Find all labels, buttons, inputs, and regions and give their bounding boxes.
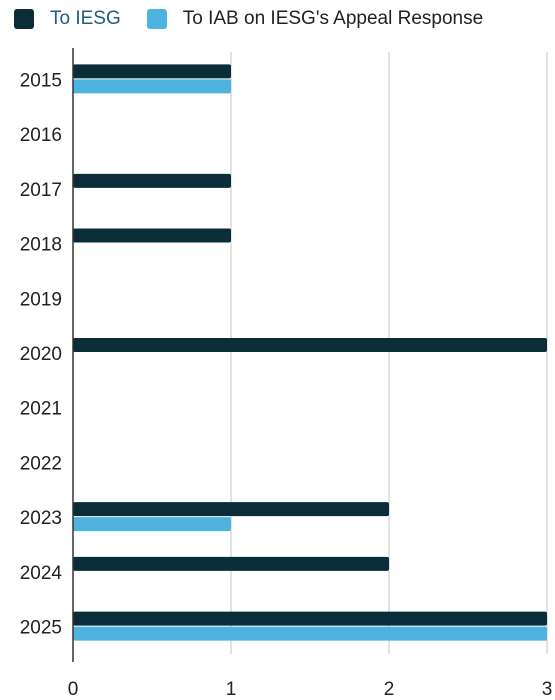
bar-to-iab-2015 [73, 79, 231, 94]
y-tick-label-2024: 2024 [20, 563, 63, 584]
bar-to-iesg-2020 [73, 338, 547, 352]
bar-to-iab-2023 [73, 517, 231, 532]
legend-swatch-to-iab [146, 9, 167, 29]
x-tick-label-1: 1 [226, 679, 237, 700]
y-tick-label-2021: 2021 [20, 399, 62, 420]
y-tick-label-2020: 2020 [20, 344, 62, 365]
x-tick-label-2: 2 [384, 679, 395, 700]
x-tick-label-3: 3 [542, 679, 553, 700]
y-tick-label-2016: 2016 [20, 125, 62, 146]
legend: To IESG To IAB on IESG's Appeal Response [14, 6, 509, 32]
legend-label-to-iab: To IAB on IESG's Appeal Response [182, 8, 484, 29]
bar-to-iesg-2015 [73, 64, 231, 79]
y-tick-label-2018: 2018 [20, 235, 62, 256]
legend-item-to-iab[interactable]: To IAB on IESG's Appeal Response [146, 8, 484, 30]
y-tick-label-2017: 2017 [20, 180, 62, 201]
bar-to-iesg-2018 [73, 228, 231, 243]
y-tick-label-2019: 2019 [20, 289, 62, 310]
bar-to-iesg-2024 [73, 556, 389, 571]
y-tick-label-2023: 2023 [20, 508, 62, 529]
y-tick-label-2022: 2022 [20, 453, 62, 474]
y-tick-label-2015: 2015 [20, 70, 62, 91]
bar-to-iesg-2017 [73, 173, 231, 188]
bar-to-iab-2025 [73, 626, 547, 641]
x-tick-label-0: 0 [68, 679, 79, 700]
legend-label-to-iesg: To IESG [50, 8, 121, 29]
legend-swatch-to-iesg [14, 9, 34, 29]
y-tick-label-2025: 2025 [20, 618, 62, 639]
bar-to-iesg-2025 [73, 611, 547, 626]
legend-item-to-iesg[interactable]: To IESG [14, 8, 121, 30]
bar-to-iesg-2023 [73, 502, 389, 517]
